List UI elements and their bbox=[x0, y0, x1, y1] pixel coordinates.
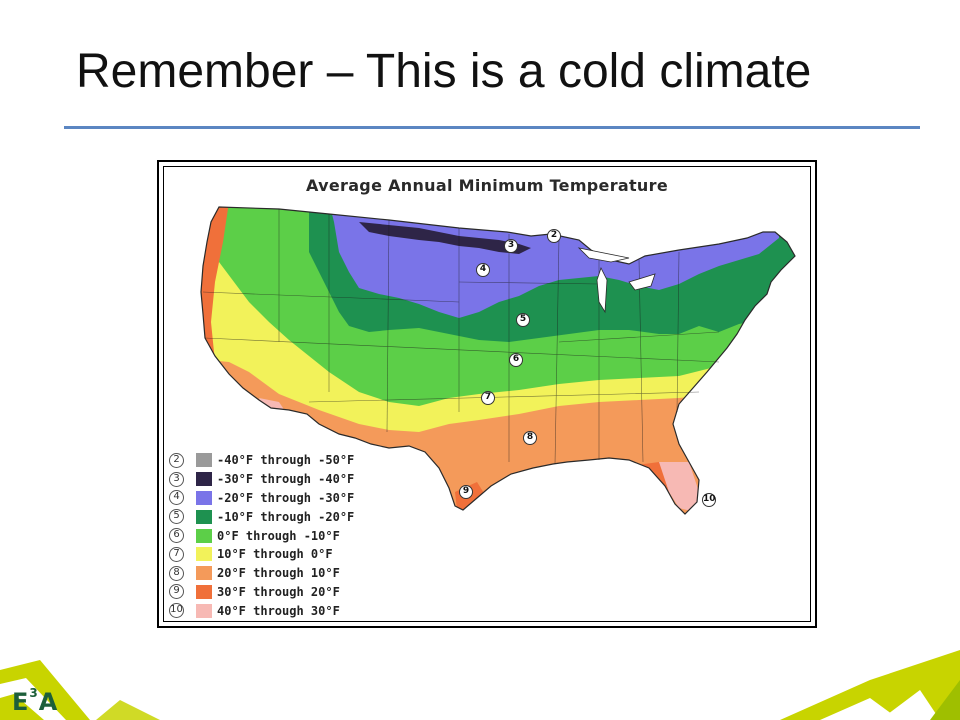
legend-zone-number: 6 bbox=[169, 528, 184, 544]
logo-a: A bbox=[38, 688, 59, 716]
legend-label: -10°F through -20°F bbox=[217, 509, 355, 524]
legend-label: -20°F through -30°F bbox=[217, 490, 355, 505]
legend-label: -40°F through -50°F bbox=[217, 453, 355, 468]
zone-legend: 2 -40°F through -50°F 3 -30°F through -40°F… bbox=[169, 451, 354, 620]
legend-zone-number: 10 bbox=[169, 603, 184, 619]
footer-stripe-group bbox=[0, 650, 960, 720]
footer-stripes bbox=[0, 650, 960, 720]
zone-marker-6: 6 bbox=[509, 353, 523, 367]
hardiness-map-panel: Average Annual Minimum Temperature bbox=[157, 160, 817, 628]
legend-color-swatch bbox=[196, 490, 212, 505]
zone-marker-7: 7 bbox=[481, 391, 495, 405]
legend-label: 40°F through 30°F bbox=[217, 603, 340, 618]
legend-label: 10°F through 0°F bbox=[217, 547, 333, 562]
zone-marker-9: 9 bbox=[459, 485, 473, 499]
legend-color-swatch bbox=[196, 509, 212, 524]
legend-zone-number: 8 bbox=[169, 565, 184, 581]
legend-zone-number: 5 bbox=[169, 509, 184, 525]
map-title: Average Annual Minimum Temperature bbox=[306, 176, 668, 195]
legend-row-zone-2: 2 -40°F through -50°F bbox=[169, 451, 354, 470]
zone-marker-4: 4 bbox=[476, 263, 490, 277]
us-outline bbox=[200, 206, 796, 515]
legend-row-zone-9: 9 30°F through 20°F bbox=[169, 583, 354, 602]
legend-color-swatch bbox=[196, 453, 212, 468]
lake-superior bbox=[577, 247, 630, 263]
legend-row-zone-3: 3 -30°F through -40°F bbox=[169, 470, 354, 489]
legend-row-zone-8: 8 20°F through 10°F bbox=[169, 564, 354, 583]
lake-michigan bbox=[596, 266, 608, 314]
zone-marker-8: 8 bbox=[523, 431, 537, 445]
legend-color-swatch bbox=[196, 566, 212, 581]
legend-color-swatch bbox=[196, 472, 212, 487]
legend-row-zone-7: 7 10°F through 0°F bbox=[169, 545, 354, 564]
state-borders bbox=[202, 209, 720, 465]
title-divider bbox=[64, 126, 920, 129]
legend-label: 20°F through 10°F bbox=[217, 566, 340, 581]
legend-row-zone-5: 5 -10°F through -20°F bbox=[169, 507, 354, 526]
map-inner-border bbox=[163, 166, 811, 622]
legend-color-swatch bbox=[196, 603, 212, 618]
zone-marker-5: 5 bbox=[516, 313, 530, 327]
logo-superscript: 3 bbox=[29, 686, 39, 700]
legend-color-swatch bbox=[196, 528, 212, 543]
legend-color-swatch bbox=[196, 547, 212, 562]
legend-label: 30°F through 20°F bbox=[217, 584, 340, 599]
legend-color-swatch bbox=[196, 584, 212, 599]
legend-row-zone-4: 4 -20°F through -30°F bbox=[169, 489, 354, 508]
slide-title: Remember – This is a cold climate bbox=[76, 45, 812, 98]
legend-zone-number: 3 bbox=[169, 471, 184, 487]
legend-zone-number: 4 bbox=[169, 490, 184, 506]
zone-marker-3: 3 bbox=[504, 239, 518, 253]
lake-erie bbox=[628, 273, 656, 291]
legend-row-zone-10: 10 40°F through 30°F bbox=[169, 601, 354, 620]
legend-zone-number: 2 bbox=[169, 452, 184, 468]
logo-e: E bbox=[12, 688, 30, 716]
legend-row-zone-6: 6 0°F through -10°F bbox=[169, 526, 354, 545]
legend-label: 0°F through -10°F bbox=[217, 528, 340, 543]
zone-marker-10: 10 bbox=[702, 493, 716, 507]
us-zone-map bbox=[200, 206, 796, 515]
e3a-logo: E3A bbox=[12, 686, 59, 716]
legend-zone-number: 9 bbox=[169, 584, 184, 600]
zone-marker-2: 2 bbox=[547, 229, 561, 243]
legend-zone-number: 7 bbox=[169, 546, 184, 562]
legend-label: -30°F through -40°F bbox=[217, 472, 355, 487]
